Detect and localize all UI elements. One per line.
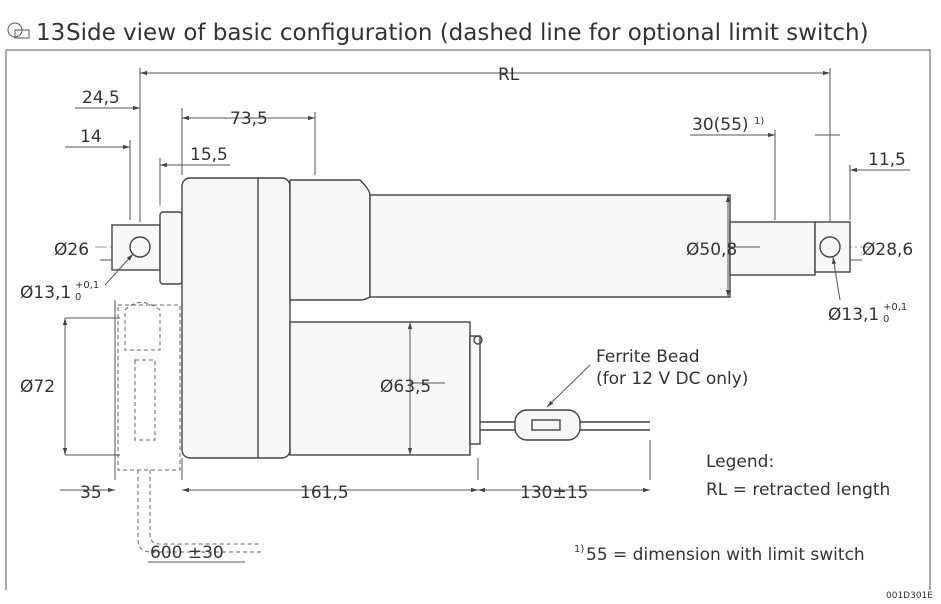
dimension: Ø72 <box>20 377 55 397</box>
figure-icon <box>7 22 30 39</box>
dimension: Ø28,6 <box>862 240 913 260</box>
dimension: 130±15 <box>520 483 588 503</box>
figure-number: 13 <box>36 20 65 46</box>
actuator <box>95 177 870 553</box>
dimension: 11,5 <box>868 150 906 170</box>
tolerance: 0 <box>75 292 81 303</box>
tolerance: +0,1 <box>75 280 99 291</box>
callout: (for 12 V DC only) <box>596 369 748 389</box>
drawing-id: 001D301E <box>886 591 933 601</box>
frame <box>5 49 931 590</box>
tolerance: +0,1 <box>883 302 907 313</box>
dimension: 161,5 <box>300 483 349 503</box>
dimension: 14 <box>80 127 102 147</box>
dimension: Ø13,1 <box>828 305 879 325</box>
dimension: 30(55) <box>692 115 749 135</box>
dimension: RL <box>498 65 520 85</box>
figure-title: Side view of basic configuration (dashed… <box>66 20 869 46</box>
dimension: 35 <box>80 483 102 503</box>
dimension: Ø50,8 <box>686 240 737 260</box>
labels: RL 24,5 73,5 14 15,5 30(55) 1) 11,5 Ø26 … <box>20 65 933 601</box>
dimension-lines <box>60 68 910 563</box>
dimension: Ø63,5 <box>380 377 431 397</box>
dimension: 600 ±30 <box>150 543 224 563</box>
tolerance: 0 <box>883 314 889 325</box>
dimension: 24,5 <box>82 88 120 108</box>
dimension-note: 1) <box>754 116 764 127</box>
footnote-marker: 1) <box>574 544 584 555</box>
dimension: Ø26 <box>54 240 89 260</box>
legend-title: Legend: <box>706 452 774 472</box>
legend-entry: RL = retracted length <box>706 480 890 500</box>
dimension: 73,5 <box>230 109 268 129</box>
dimension: 15,5 <box>190 145 228 165</box>
footnote: 55 = dimension with limit switch <box>586 545 865 565</box>
callout: Ferrite Bead <box>596 347 700 367</box>
dimension: Ø13,1 <box>20 283 71 303</box>
